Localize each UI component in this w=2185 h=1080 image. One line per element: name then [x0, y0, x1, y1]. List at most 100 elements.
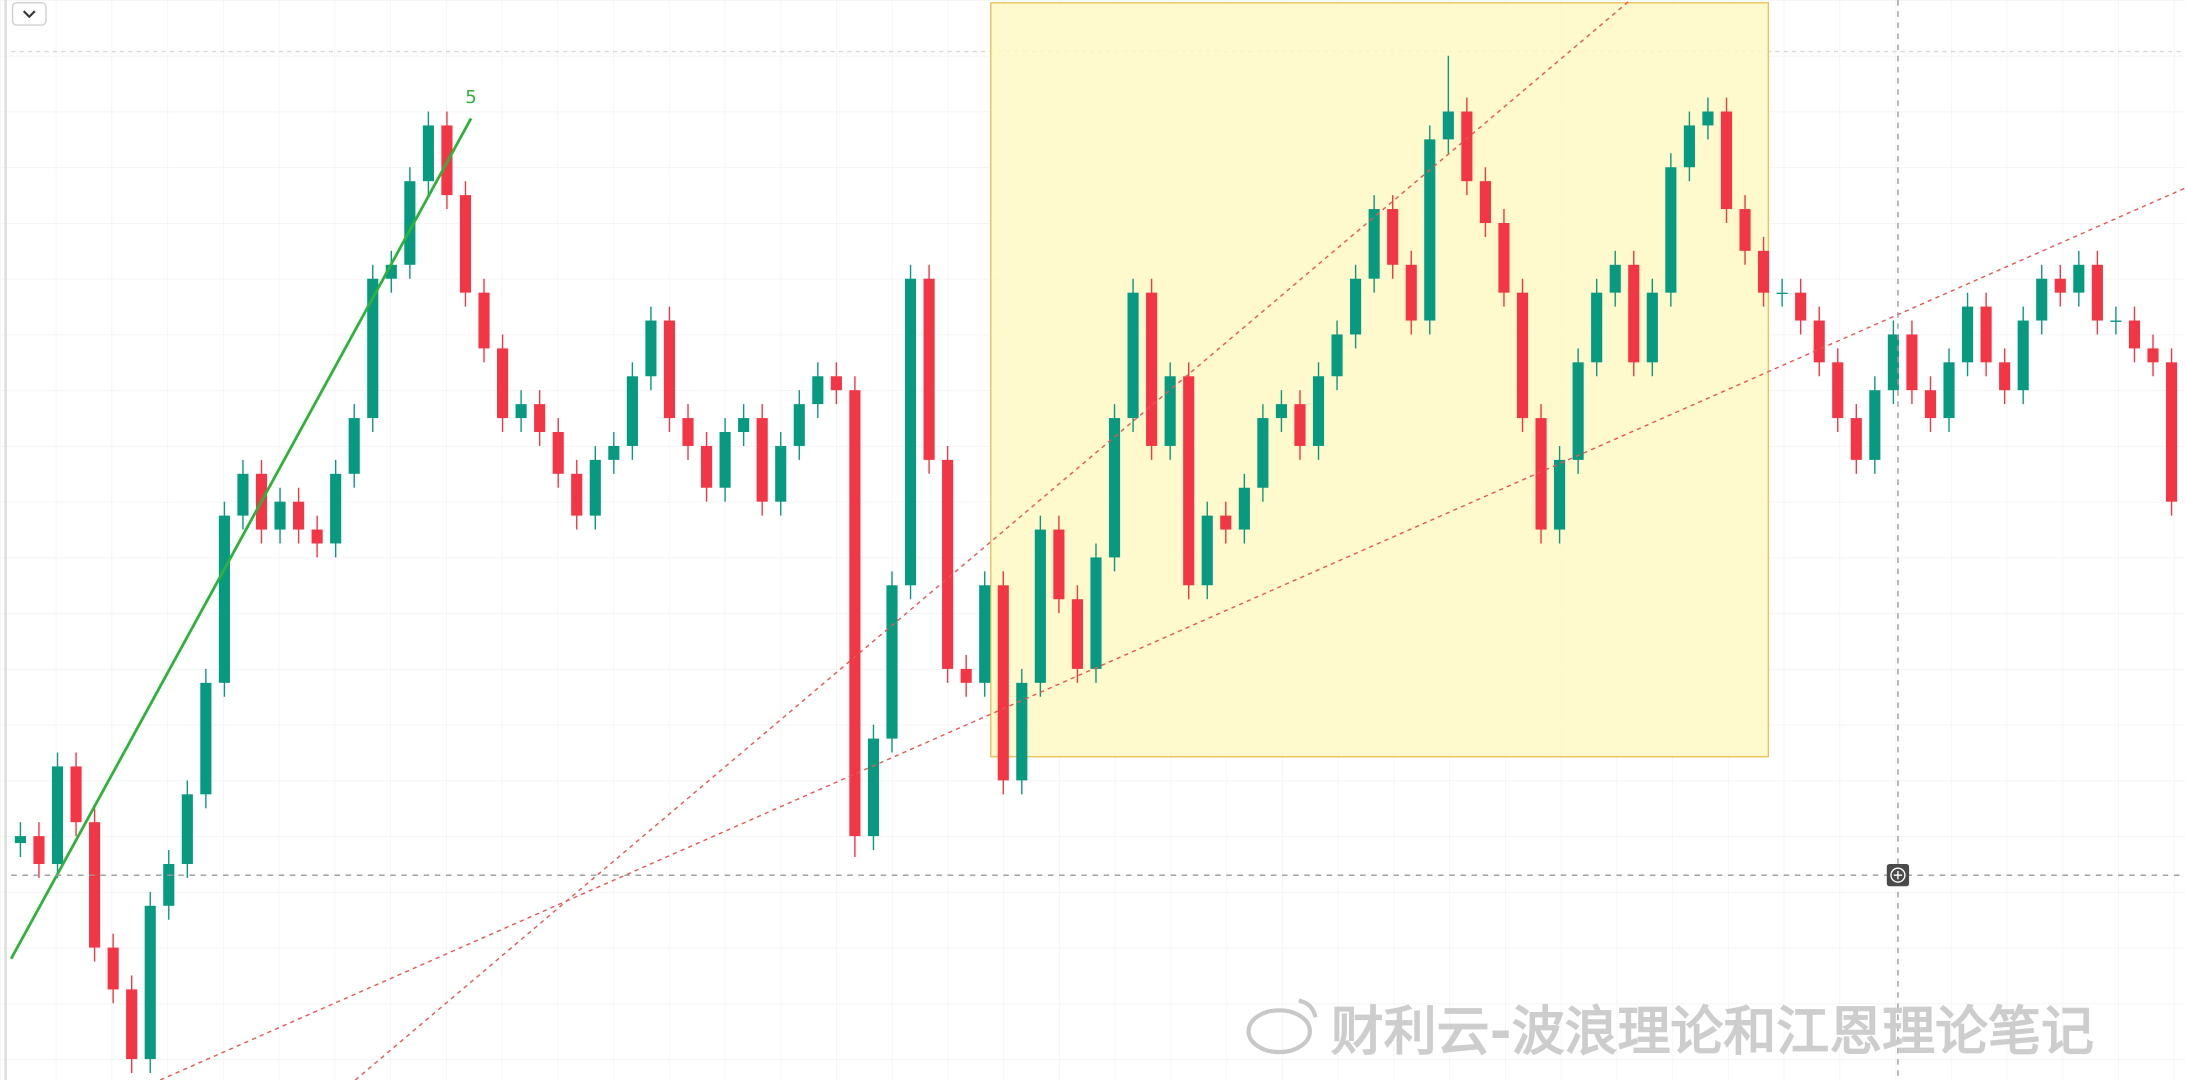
candle-body [1108, 418, 1121, 558]
candle-body [1127, 292, 1139, 419]
candle-body [1146, 292, 1158, 446]
candle-body [2036, 278, 2048, 321]
candle-body [626, 376, 638, 446]
candle-body [200, 682, 212, 795]
candle-body [126, 989, 138, 1060]
candle-body [1312, 376, 1325, 446]
candle-body [515, 404, 527, 419]
candle-body [274, 501, 286, 530]
candle-body [2165, 362, 2178, 502]
trend-line[interactable] [9, 117, 473, 960]
candle-body [719, 432, 731, 488]
watermark-logo [1246, 998, 1318, 1055]
candle-body [1702, 111, 1714, 126]
candle-body [1275, 404, 1287, 419]
candle-body [2054, 278, 2066, 293]
candle-body [1646, 292, 1658, 363]
candle-body [348, 418, 360, 474]
candle-body [1609, 264, 1621, 293]
candle-body [2017, 320, 2029, 391]
candle-body [886, 585, 898, 739]
candle-body [1832, 362, 1844, 419]
candle-body [1090, 557, 1102, 669]
channel-line[interactable] [159, 187, 2185, 1080]
candle-body [960, 668, 972, 683]
candle-body [144, 905, 156, 1060]
candle-body [2128, 320, 2141, 349]
candle-body [1665, 167, 1677, 293]
candle-body [2091, 264, 2103, 321]
candle-body [682, 418, 694, 446]
candle-body [33, 836, 45, 864]
candle-body [218, 515, 230, 683]
highlight-box[interactable] [990, 2, 1770, 758]
candle-body [812, 376, 824, 405]
candle-body [1405, 264, 1417, 321]
candle-body [830, 376, 842, 391]
candle-body [1961, 306, 1974, 363]
candle-body [608, 445, 620, 460]
candle-body [1554, 459, 1566, 530]
candle-body [1943, 362, 1955, 419]
candle-body [1238, 487, 1250, 530]
candle-body [793, 404, 805, 446]
candle-body [1164, 376, 1176, 446]
candle-body [1350, 278, 1362, 335]
candle-body [1628, 264, 1640, 363]
candle-body [1720, 111, 1733, 210]
candle-body [589, 459, 601, 516]
candle-body [1758, 250, 1770, 293]
candle-body [2147, 348, 2159, 363]
candle-body [1869, 390, 1881, 460]
candle-body [700, 445, 713, 488]
candle-body [1683, 125, 1695, 168]
candle-body [1053, 529, 1065, 600]
candle-body [1368, 209, 1380, 279]
candle-body [1516, 292, 1529, 419]
candle-body [923, 278, 935, 460]
candle-body [51, 766, 64, 864]
candle-body [1294, 404, 1306, 446]
candle-body [1980, 306, 1992, 363]
candle-body [1183, 376, 1195, 586]
candle-body [904, 278, 917, 586]
candle-body [738, 418, 750, 433]
candle-body [1220, 515, 1232, 530]
candle-body [1442, 111, 1454, 140]
candle-body [385, 264, 397, 279]
wave-label: 5 [465, 87, 477, 108]
candle-body [1591, 292, 1603, 363]
candle-body [1034, 529, 1046, 683]
candle-body [1461, 111, 1473, 182]
candle-body [1739, 209, 1751, 251]
candle-body [1479, 181, 1491, 223]
candle-body [2073, 264, 2085, 293]
candle-body [1535, 418, 1547, 530]
candle-body [1887, 334, 1899, 391]
candle-body [1331, 334, 1343, 377]
candle-body [867, 738, 880, 837]
candle-body [163, 863, 175, 906]
candle-body [552, 432, 564, 474]
candle-body [1071, 599, 1084, 669]
candle-body [70, 766, 82, 823]
candle-body [756, 418, 768, 502]
crosshair-button[interactable] [1886, 863, 1910, 887]
candle-body [571, 473, 583, 516]
candle-body [1776, 292, 1788, 295]
candle-body [997, 585, 1009, 781]
candle-body [1498, 222, 1510, 293]
candles [14, 55, 2178, 1074]
candle-body [181, 794, 193, 864]
candle-body [459, 195, 472, 293]
collapse-button[interactable] [11, 2, 47, 26]
candle-body [1924, 390, 1937, 419]
watermark: 财利云-波浪理论和江恩理论笔记 [1331, 1001, 2094, 1062]
candle-body [979, 585, 991, 683]
candle-body [942, 459, 954, 669]
candle-body [849, 390, 861, 837]
candle-body [663, 320, 676, 419]
candle-body [422, 125, 434, 182]
